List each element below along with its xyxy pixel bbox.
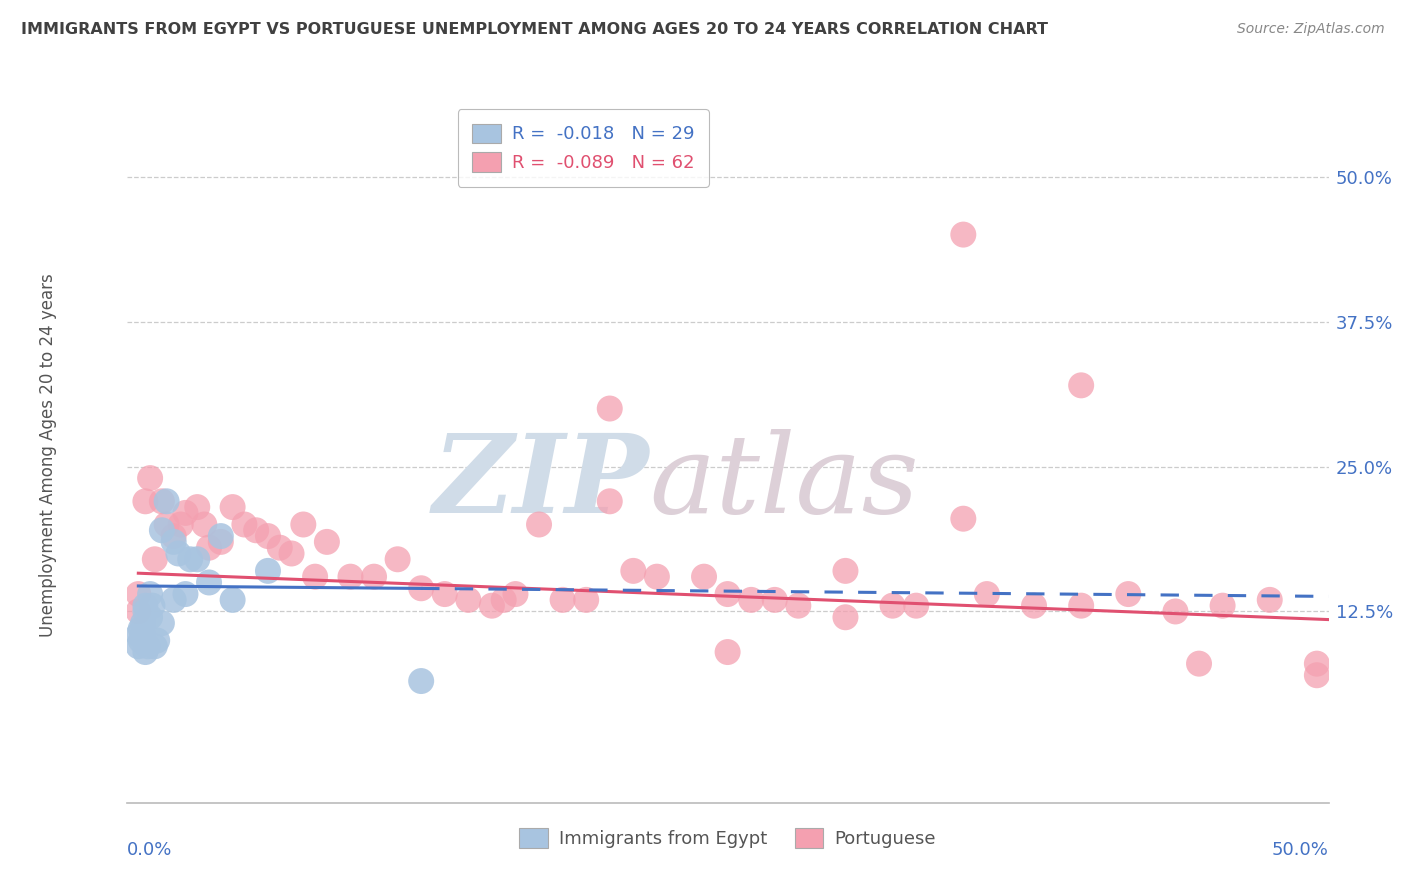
Point	[186, 500, 208, 514]
Point	[315, 534, 337, 549]
Point	[292, 517, 315, 532]
Point	[198, 541, 221, 555]
Point	[787, 599, 810, 613]
Point	[1164, 605, 1187, 619]
Point	[150, 615, 173, 630]
Point	[132, 628, 155, 642]
Point	[139, 471, 162, 485]
Point	[645, 570, 668, 584]
Point	[1070, 599, 1092, 613]
Point	[150, 494, 173, 508]
Point	[457, 592, 479, 607]
Text: ZIP: ZIP	[433, 429, 650, 536]
Point	[179, 552, 201, 566]
Point	[139, 587, 162, 601]
Point	[221, 500, 243, 514]
Point	[717, 645, 740, 659]
Text: atlas: atlas	[650, 429, 920, 536]
Point	[127, 587, 149, 601]
Point	[134, 605, 156, 619]
Point	[433, 587, 456, 601]
Point	[717, 587, 740, 601]
Point	[387, 552, 409, 566]
Point	[527, 517, 550, 532]
Point	[599, 494, 621, 508]
Point	[411, 674, 433, 689]
Point	[1022, 599, 1045, 613]
Text: Source: ZipAtlas.com: Source: ZipAtlas.com	[1237, 22, 1385, 37]
Point	[304, 570, 326, 584]
Point	[127, 628, 149, 642]
Point	[763, 592, 786, 607]
Point	[1070, 378, 1092, 392]
Point	[163, 529, 186, 543]
Point	[174, 506, 197, 520]
Point	[163, 534, 186, 549]
Point	[127, 639, 149, 653]
Point	[134, 645, 156, 659]
Point	[155, 494, 177, 508]
Point	[233, 517, 256, 532]
Text: 50.0%: 50.0%	[1272, 841, 1329, 859]
Point	[481, 599, 503, 613]
Point	[952, 227, 974, 242]
Point	[127, 605, 149, 619]
Point	[621, 564, 644, 578]
Point	[599, 401, 621, 416]
Point	[1212, 599, 1234, 613]
Point	[134, 599, 156, 613]
Point	[132, 615, 155, 630]
Point	[136, 639, 159, 653]
Point	[193, 517, 215, 532]
Point	[505, 587, 527, 601]
Point	[693, 570, 716, 584]
Point	[269, 541, 291, 555]
Point	[155, 517, 177, 532]
Point	[198, 575, 221, 590]
Point	[221, 592, 243, 607]
Point	[1306, 657, 1329, 671]
Point	[143, 639, 166, 653]
Point	[339, 570, 361, 584]
Point	[1306, 668, 1329, 682]
Point	[139, 610, 162, 624]
Point	[174, 587, 197, 601]
Point	[740, 592, 762, 607]
Point	[186, 552, 208, 566]
Point	[170, 517, 193, 532]
Point	[167, 546, 190, 561]
Point	[245, 523, 267, 537]
Point	[257, 564, 280, 578]
Point	[411, 582, 433, 596]
Point	[575, 592, 598, 607]
Point	[1188, 657, 1211, 671]
Point	[976, 587, 998, 601]
Text: IMMIGRANTS FROM EGYPT VS PORTUGUESE UNEMPLOYMENT AMONG AGES 20 TO 24 YEARS CORRE: IMMIGRANTS FROM EGYPT VS PORTUGUESE UNEM…	[21, 22, 1047, 37]
Point	[134, 494, 156, 508]
Text: 0.0%: 0.0%	[127, 841, 172, 859]
Point	[952, 512, 974, 526]
Point	[1116, 587, 1139, 601]
Point	[146, 633, 169, 648]
Point	[551, 592, 574, 607]
Point	[905, 599, 928, 613]
Point	[129, 633, 152, 648]
Point	[163, 592, 186, 607]
Legend: Immigrants from Egypt, Portuguese: Immigrants from Egypt, Portuguese	[512, 821, 943, 855]
Point	[143, 552, 166, 566]
Text: Unemployment Among Ages 20 to 24 years: Unemployment Among Ages 20 to 24 years	[39, 273, 58, 637]
Point	[257, 529, 280, 543]
Point	[280, 546, 302, 561]
Point	[882, 599, 904, 613]
Point	[492, 592, 515, 607]
Point	[141, 599, 163, 613]
Point	[209, 534, 232, 549]
Point	[834, 610, 856, 624]
Point	[209, 529, 232, 543]
Point	[834, 564, 856, 578]
Point	[150, 523, 173, 537]
Point	[129, 622, 152, 636]
Point	[363, 570, 385, 584]
Point	[1258, 592, 1281, 607]
